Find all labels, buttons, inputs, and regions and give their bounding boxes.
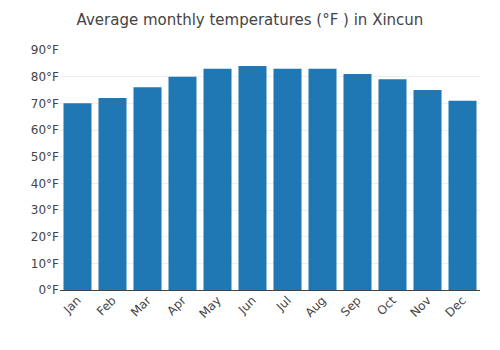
svg-text:60°F: 60°F [31,123,59,137]
svg-text:Nov: Nov [407,293,433,319]
svg-text:Oct: Oct [374,293,399,318]
svg-text:May: May [196,293,223,320]
svg-text:Average monthly temperatures (: Average monthly temperatures (°F ) in Xi… [77,11,424,29]
svg-text:30°F: 30°F [31,203,59,217]
svg-text:40°F: 40°F [31,177,59,191]
svg-text:Jan: Jan [60,293,84,317]
svg-text:Feb: Feb [94,293,119,318]
svg-text:Apr: Apr [164,293,189,318]
svg-text:Dec: Dec [443,293,469,319]
svg-text:Mar: Mar [128,293,154,319]
svg-text:Aug: Aug [302,293,328,319]
svg-text:90°F: 90°F [31,43,59,57]
svg-text:Jul: Jul [273,293,294,314]
svg-text:10°F: 10°F [31,257,59,271]
svg-text:80°F: 80°F [31,70,59,84]
svg-text:0°F: 0°F [38,283,59,297]
svg-text:70°F: 70°F [31,97,59,111]
svg-text:Sep: Sep [338,293,364,319]
svg-text:20°F: 20°F [31,230,59,244]
svg-text:Jun: Jun [235,293,259,317]
svg-text:50°F: 50°F [31,150,59,164]
